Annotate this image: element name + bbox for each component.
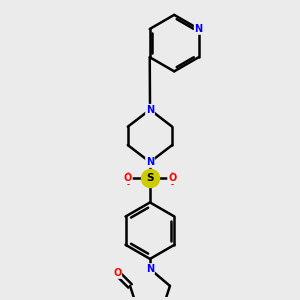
Text: N: N <box>146 105 154 115</box>
Text: O: O <box>124 173 132 183</box>
Text: N: N <box>146 157 154 167</box>
Text: O: O <box>113 268 121 278</box>
Text: N: N <box>195 24 203 34</box>
Text: S: S <box>146 173 154 183</box>
Text: N: N <box>146 264 154 274</box>
Text: O: O <box>168 173 176 183</box>
